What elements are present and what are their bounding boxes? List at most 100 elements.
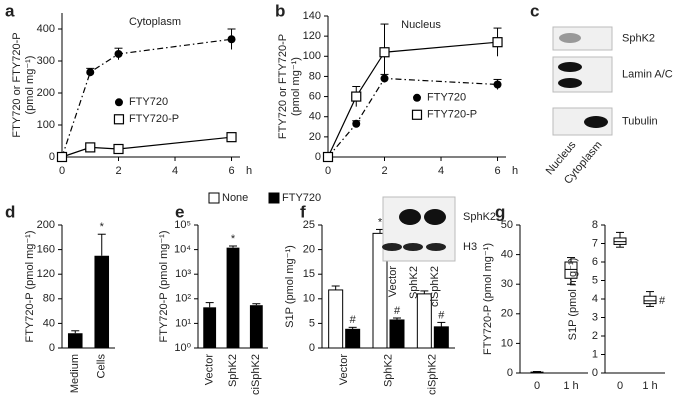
y-tick-label: 6: [592, 256, 598, 268]
legend-label: None: [222, 192, 248, 204]
blot-lane-label: SphK2: [408, 266, 420, 299]
point: [114, 49, 123, 58]
point: [113, 143, 124, 155]
y-tick-label: 40: [43, 317, 55, 329]
legend-label: FTY720-P: [129, 113, 179, 125]
panel-letter: a: [5, 1, 15, 20]
bar: [226, 247, 240, 348]
blot-row-label: SphK2: [463, 211, 496, 223]
y-axis-label: FTY720-P (pmol mg⁻¹): [158, 231, 170, 343]
y-tick-label: 20: [501, 308, 513, 320]
blot-row-label: Tubulin: [622, 115, 658, 127]
y-tick-label: 200: [37, 219, 55, 231]
blot-band: [558, 78, 582, 88]
annotation: #: [350, 314, 357, 326]
x-tick-label: ciSphK2: [427, 354, 439, 395]
y-tick-label: 2: [592, 330, 598, 342]
y-tick-label: 100: [303, 50, 321, 62]
blot-background: [382, 196, 456, 262]
y-tick-label: 0: [49, 151, 55, 163]
blot-background: [552, 56, 613, 93]
y-tick-label: 0: [309, 342, 315, 354]
point: [379, 47, 390, 58]
x-tick-label: 0: [617, 380, 623, 392]
point: [413, 93, 421, 102]
chart-title: Nucleus: [401, 19, 441, 31]
legend-label: FTY720: [427, 92, 466, 104]
y-tick-label: 10⁰: [174, 342, 191, 354]
bar: [328, 289, 344, 349]
chart-title: Cytoplasm: [129, 16, 181, 28]
y-tick-label: 10³: [175, 268, 191, 280]
x-tick-label: 6: [494, 165, 500, 177]
x-tick-label: 0: [534, 380, 540, 392]
y-axis-label: S1P (pmol mg⁻¹): [284, 245, 296, 328]
x-tick-label: 6: [228, 165, 234, 177]
annotation: *: [231, 233, 236, 245]
y-tick-label: 20: [303, 244, 315, 256]
y-axis-label: FTY720-P (pmol mg⁻¹): [24, 231, 36, 343]
x-tick-label: 2: [115, 165, 121, 177]
y-tick-label: 1: [592, 348, 598, 360]
y-tick-label: 80: [309, 70, 321, 82]
point: [56, 151, 68, 163]
annotation: #: [394, 305, 401, 317]
y-tick-label: 10: [501, 337, 513, 349]
y-axis-label: (pmol mg⁻¹): [24, 56, 36, 115]
legend-label: FTY720: [129, 96, 168, 108]
y-tick-label: 160: [37, 244, 55, 256]
x-tick-label: Medium: [69, 354, 81, 393]
box: [643, 295, 657, 305]
x-tick-label: 1 h: [642, 380, 657, 392]
y-tick-label: 3: [592, 311, 598, 323]
x-axis-label: h: [512, 165, 518, 177]
y-axis-label: FTY720 or FTY720-P: [277, 34, 289, 139]
box: [564, 261, 578, 279]
point: [411, 109, 423, 120]
x-tick-label: 0: [59, 165, 65, 177]
legend-label: FTY720: [282, 192, 321, 204]
y-tick-label: 4: [592, 293, 598, 305]
y-tick-label: 5: [309, 317, 315, 329]
series-line: [61, 38, 232, 158]
y-tick-label: 10²: [175, 293, 191, 305]
blot-band: [382, 243, 402, 251]
y-tick-label: 10¹: [175, 317, 191, 329]
y-axis-label: S1P (pmol mg⁻¹): [567, 258, 579, 341]
y-tick-label: 400: [37, 23, 55, 35]
y-tick-label: 20: [309, 131, 321, 143]
panel-letter: b: [275, 1, 285, 20]
y-tick-label: 5: [592, 274, 598, 286]
x-tick-label: 4: [438, 165, 444, 177]
y-tick-label: 0: [49, 342, 55, 354]
legend-label: FTY720-P: [427, 109, 477, 121]
y-tick-label: 120: [37, 268, 55, 280]
x-tick-label: 1 h: [563, 380, 578, 392]
y-tick-label: 0: [507, 367, 513, 379]
annotation: *: [378, 216, 383, 228]
x-tick-label: Vector: [204, 354, 216, 386]
x-tick-label: 4: [172, 165, 178, 177]
blot-row-label: H3: [463, 241, 477, 253]
point: [85, 142, 96, 153]
series-line: [327, 77, 498, 158]
y-tick-label: 25: [303, 219, 315, 231]
panel-letter: f: [300, 202, 306, 221]
y-tick-label: 120: [303, 30, 321, 42]
y-tick-label: 40: [309, 111, 321, 123]
bar: [433, 326, 449, 349]
y-tick-label: 0: [315, 151, 321, 163]
y-tick-label: 100: [37, 119, 55, 131]
annotation: *: [100, 221, 105, 233]
blot-row-label: SphK2: [622, 32, 655, 44]
point: [322, 151, 334, 163]
y-tick-label: 10⁴: [174, 244, 191, 256]
blot-band: [584, 116, 608, 128]
y-tick-label: 15: [303, 268, 315, 280]
bar: [203, 307, 217, 348]
blot-lane-label: ciSphK2: [429, 266, 441, 307]
x-tick-label: Cells: [96, 354, 108, 379]
y-axis-label: FTY720 or FTY720-P: [11, 32, 23, 137]
blot-band: [559, 33, 581, 43]
